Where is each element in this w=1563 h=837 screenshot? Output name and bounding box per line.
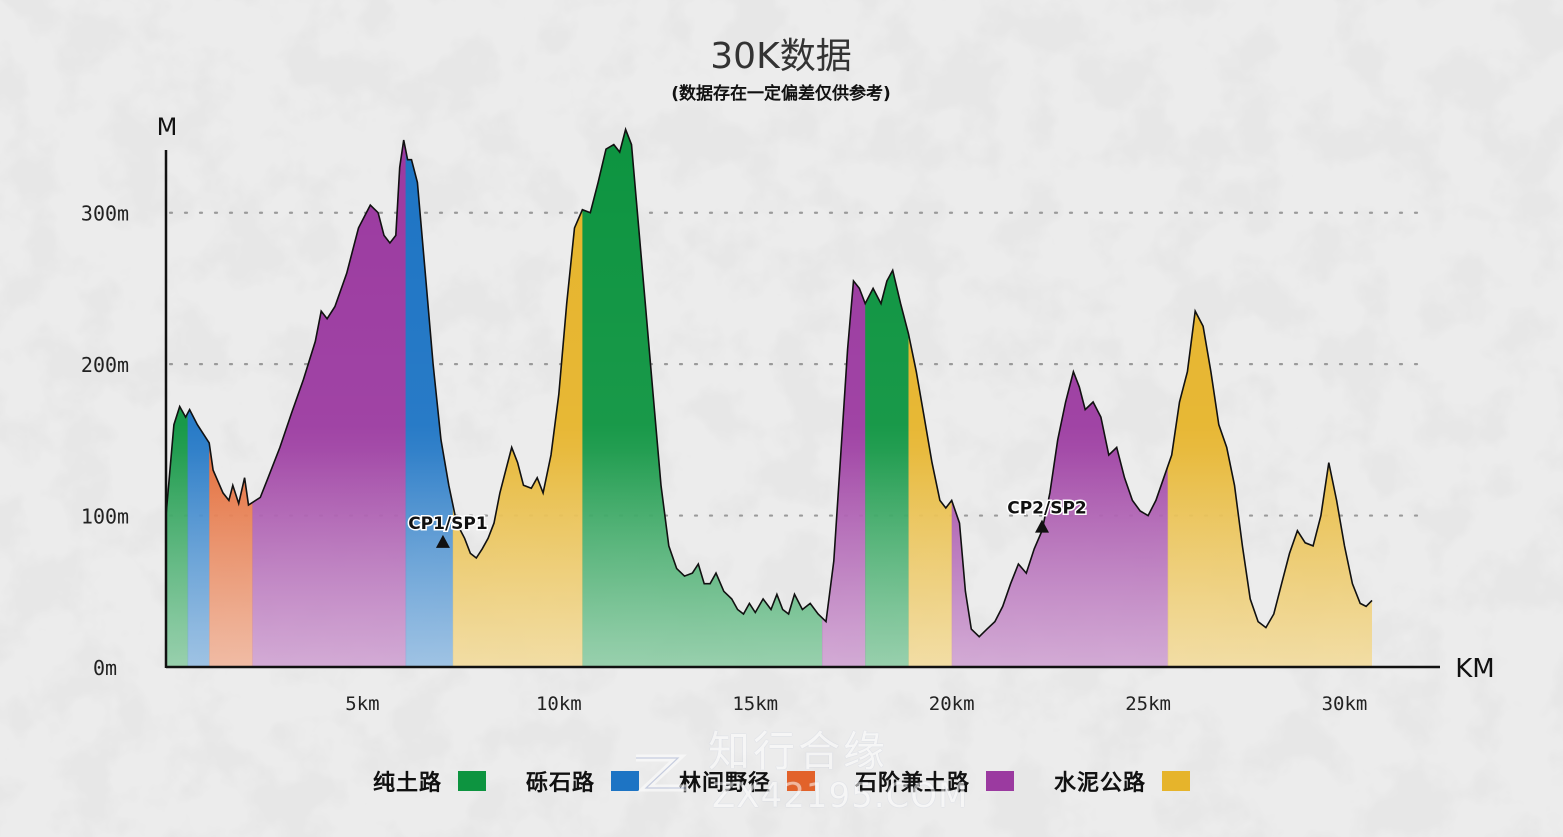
x-tick-label: 30km	[1322, 693, 1368, 715]
legend-label: 水泥公路	[1054, 771, 1147, 796]
legend-label: 纯土路	[372, 771, 442, 796]
y-tick-labels: 0m 100m 200m 300m	[81, 202, 129, 680]
legend-swatch	[986, 771, 1015, 791]
checkpoint-annotations: CP1/SP1 CP2/SP2	[407, 497, 1088, 548]
legend-item: 林间野径	[679, 765, 815, 797]
y-tick-label: 0m	[93, 656, 117, 680]
chart-subtitle: (数据存在一定偏差仅供参考)	[671, 83, 891, 104]
legend-label: 砾石路	[525, 771, 595, 796]
x-tick-label: 15km	[732, 693, 778, 715]
legend-swatch	[610, 771, 639, 791]
x-tick-label: 5km	[345, 693, 379, 715]
checkpoint-marker	[435, 534, 450, 548]
legend-label: 林间野径	[678, 771, 771, 796]
chart-title: 30K数据	[710, 36, 851, 77]
checkpoint-label: CP1/SP1	[408, 514, 488, 534]
x-tick-label: 20km	[929, 693, 975, 715]
legend-item: 纯土路	[373, 765, 486, 797]
legend-item: 砾石路	[526, 765, 639, 797]
y-tick-label: 200m	[81, 353, 129, 377]
checkpoint-label: CP2/SP2	[1007, 499, 1087, 519]
y-axis-label: M	[157, 113, 178, 141]
y-tick-label: 100m	[81, 505, 129, 529]
elevation-line	[165, 126, 1373, 638]
y-tick-label: 300m	[81, 202, 129, 226]
x-axis-label: KM	[1455, 654, 1494, 684]
checkpoint-marker	[1035, 519, 1050, 533]
legend: 纯土路 砾石路 林间野径 石阶兼土路 水泥公路	[0, 764, 1563, 798]
legend-swatch	[457, 771, 486, 791]
legend-item: 水泥公路	[1054, 765, 1191, 797]
x-tick-label: 25km	[1125, 693, 1171, 715]
x-tick-labels: 5km 10km 15km 20km 25km 30km	[345, 693, 1367, 715]
area-fade	[166, 129, 1372, 667]
x-tick-label: 10km	[536, 693, 582, 715]
legend-label: 石阶兼土路	[855, 771, 971, 796]
legend-swatch	[787, 771, 815, 791]
legend-item: 石阶兼土路	[855, 765, 1015, 797]
legend-swatch	[1162, 771, 1191, 791]
